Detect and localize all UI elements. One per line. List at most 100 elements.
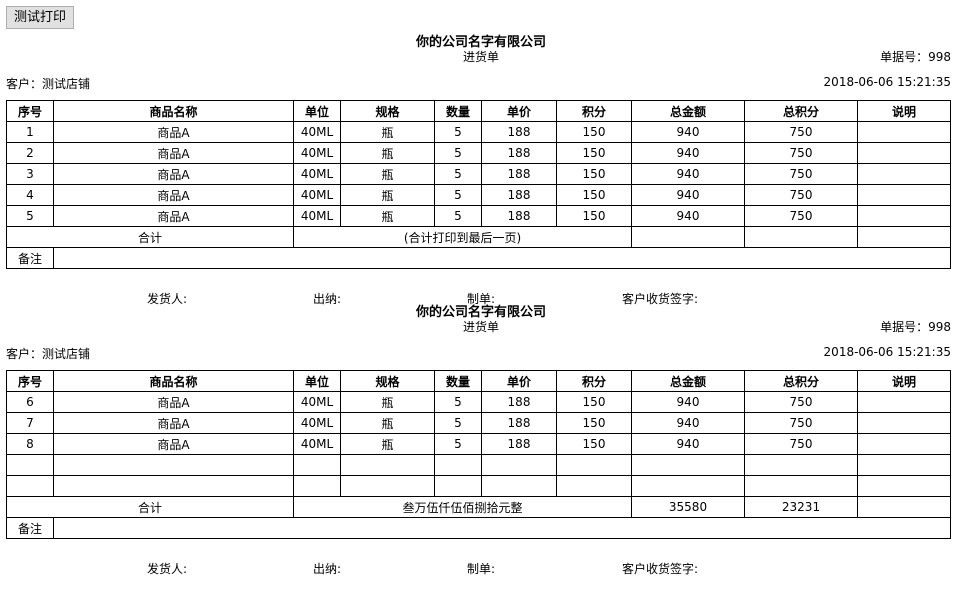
remark-value (53, 517, 951, 539)
table-cell: 5 (434, 142, 482, 164)
table-cell (857, 391, 951, 413)
table-cell: 750 (744, 163, 858, 185)
table-row (6, 454, 951, 476)
table-cell: 750 (744, 121, 858, 143)
table-cell (744, 475, 858, 497)
table-cell: 5 (434, 184, 482, 206)
table-cell: 188 (481, 391, 557, 413)
table-cell: 150 (556, 163, 632, 185)
table-cell: 940 (631, 412, 745, 434)
table-cell: 150 (556, 142, 632, 164)
items-table: 序号 商品名称 单位 规格 数量 单价 积分 总金额 总积分 说明 1 商品A 40ML 瓶 5 188 15… (6, 100, 951, 269)
table-cell: 瓶 (340, 121, 435, 143)
maker-label: 制单: (467, 292, 496, 306)
table-cell: 5 (434, 121, 482, 143)
remark-row: 备注 (6, 517, 951, 539)
total-amount: 35580 (631, 496, 745, 518)
total-text: (合计打印到最后一页) (293, 226, 632, 248)
header-row: 序号 商品名称 单位 规格 数量 单价 积分 总金额 总积分 说明 (6, 100, 951, 122)
cashier-label: 出纳: (313, 292, 342, 306)
column-header: 数量 (434, 370, 482, 392)
table-cell (340, 475, 435, 497)
column-header: 商品名称 (53, 100, 294, 122)
table-cell (857, 121, 951, 143)
column-header: 规格 (340, 100, 435, 122)
table-cell: 商品A (53, 163, 294, 185)
table-cell (53, 454, 294, 476)
table-cell: 2 (6, 142, 54, 164)
column-header: 序号 (6, 100, 54, 122)
column-header: 单位 (293, 100, 341, 122)
table-cell: 40ML (293, 121, 341, 143)
table-cell: 5 (6, 205, 54, 227)
table-cell: 瓶 (340, 205, 435, 227)
table-cell (857, 163, 951, 185)
table-cell (857, 205, 951, 227)
remark-label: 备注 (6, 517, 54, 539)
shipper-label: 发货人: (147, 562, 188, 576)
document-number: 单据号：998 (880, 50, 951, 64)
table-cell (434, 454, 482, 476)
table-cell (744, 454, 858, 476)
table-cell: 188 (481, 121, 557, 143)
column-header: 说明 (857, 100, 951, 122)
company-name: 你的公司名字有限公司 (415, 35, 546, 50)
table-cell: 瓶 (340, 142, 435, 164)
table-cell: 瓶 (340, 433, 435, 455)
table-cell: 40ML (293, 163, 341, 185)
maker-label: 制单: (467, 562, 496, 576)
table-cell (6, 475, 54, 497)
total-amount (631, 226, 745, 248)
table-cell: 150 (556, 205, 632, 227)
test-print-button[interactable]: 测试打印 (6, 6, 75, 29)
table-cell: 商品A (53, 142, 294, 164)
customer: 客户：测试店铺 (6, 347, 91, 361)
table-cell: 40ML (293, 205, 341, 227)
table-cell (556, 454, 632, 476)
table-cell: 5 (434, 412, 482, 434)
table-cell: 商品A (53, 433, 294, 455)
table-cell: 750 (744, 142, 858, 164)
column-header: 单价 (481, 370, 557, 392)
table-row: 3 商品A 40ML 瓶 5 188 150 940 750 (6, 163, 951, 185)
table-cell: 940 (631, 121, 745, 143)
datetime: 2018-06-06 15:21:35 (823, 345, 951, 359)
table-cell: 150 (556, 184, 632, 206)
table-cell (434, 475, 482, 497)
total-row: 合计 (合计打印到最后一页) (6, 226, 951, 248)
table-cell (556, 475, 632, 497)
table-cell (857, 412, 951, 434)
table-row: 6 商品A 40ML 瓶 5 188 150 940 750 (6, 391, 951, 413)
table-cell: 8 (6, 433, 54, 455)
total-note (857, 496, 951, 518)
table-cell: 40ML (293, 184, 341, 206)
total-label: 合计 (6, 496, 294, 518)
table-cell: 7 (6, 412, 54, 434)
table-cell (481, 454, 557, 476)
column-header: 总积分 (744, 370, 858, 392)
column-header: 总金额 (631, 100, 745, 122)
total-note (857, 226, 951, 248)
table-cell (340, 454, 435, 476)
table-cell: 5 (434, 205, 482, 227)
table-cell (481, 475, 557, 497)
table-cell: 1 (6, 121, 54, 143)
table-cell (293, 454, 341, 476)
document-type: 进货单 (462, 320, 499, 334)
table-cell (857, 184, 951, 206)
table-cell (293, 475, 341, 497)
table-cell: 150 (556, 121, 632, 143)
table-cell: 940 (631, 205, 745, 227)
table-row: 1 商品A 40ML 瓶 5 188 150 940 750 (6, 121, 951, 143)
total-points: 23231 (744, 496, 858, 518)
remark-value (53, 247, 951, 269)
table-cell: 3 (6, 163, 54, 185)
table-cell: 940 (631, 433, 745, 455)
column-header: 规格 (340, 370, 435, 392)
items-table: 序号 商品名称 单位 规格 数量 单价 积分 总金额 总积分 说明 6 商品A 40ML 瓶 5 188 15… (6, 370, 951, 539)
remark-row: 备注 (6, 247, 951, 269)
table-row: 2 商品A 40ML 瓶 5 188 150 940 750 (6, 142, 951, 164)
table-cell: 188 (481, 433, 557, 455)
total-label: 合计 (6, 226, 294, 248)
total-row: 合计 叁万伍仟伍佰捌拾元整 35580 23231 (6, 496, 951, 518)
